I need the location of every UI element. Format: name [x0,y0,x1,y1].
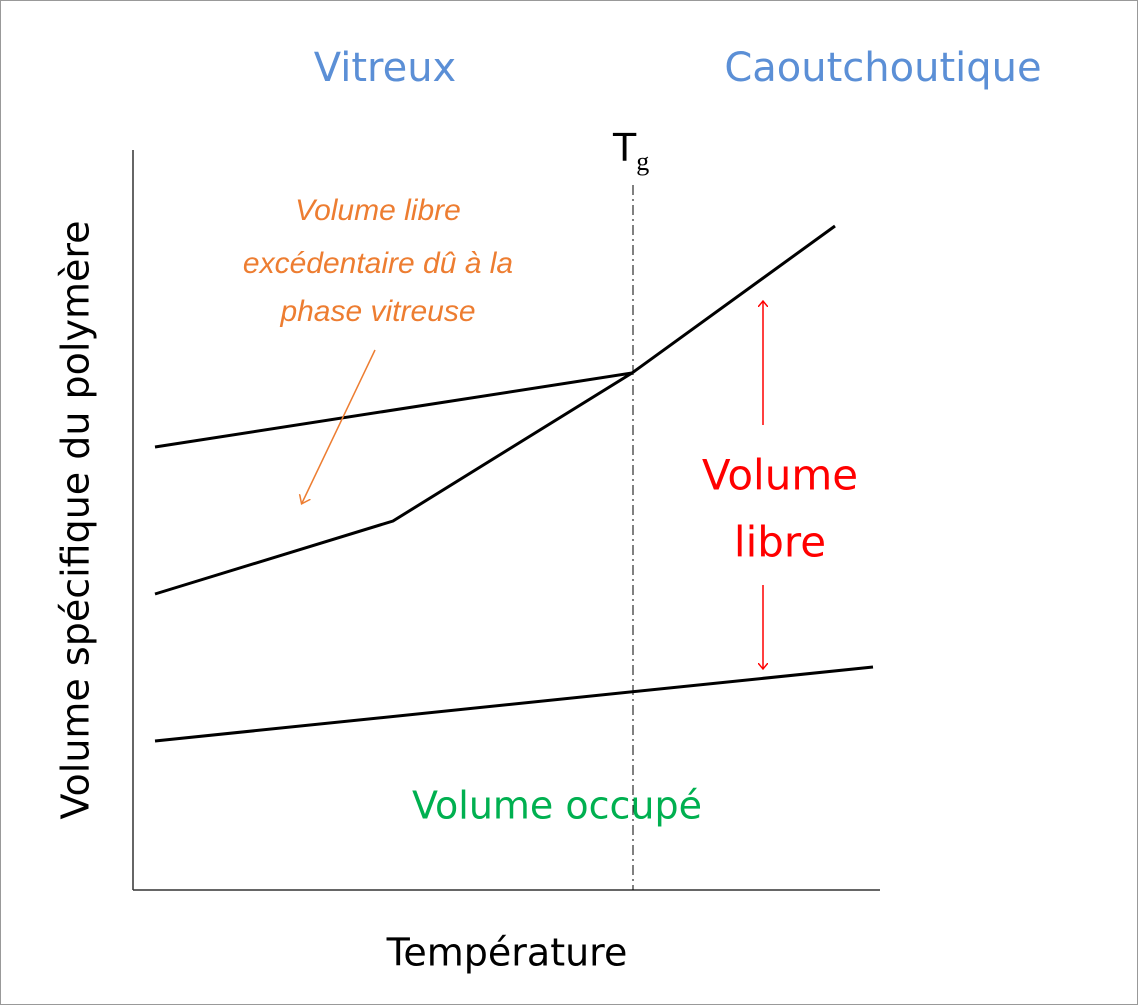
free-volume-label: Volume [702,451,858,500]
annotation-line: phase vitreuse [279,295,475,328]
glass-line [154,371,633,596]
tg-label: Tg [612,126,649,176]
free-volume-label: libre [734,518,826,567]
x-axis-label: Température [386,931,628,975]
occupied-volume-label: Volume occupé [412,784,702,828]
annotation-line: excédentaire dû à la [243,247,513,280]
occupied-line [154,665,874,743]
region-label: Caoutchoutique [724,45,1041,91]
region-label: Vitreux [314,45,456,91]
annotation-arrow [302,349,376,503]
tg-sub: g [636,147,649,176]
y-axis-label: Volume spécifique du polymère [54,220,98,819]
tg-main: T [612,126,637,170]
annotation-line: Volume libre [295,194,461,227]
